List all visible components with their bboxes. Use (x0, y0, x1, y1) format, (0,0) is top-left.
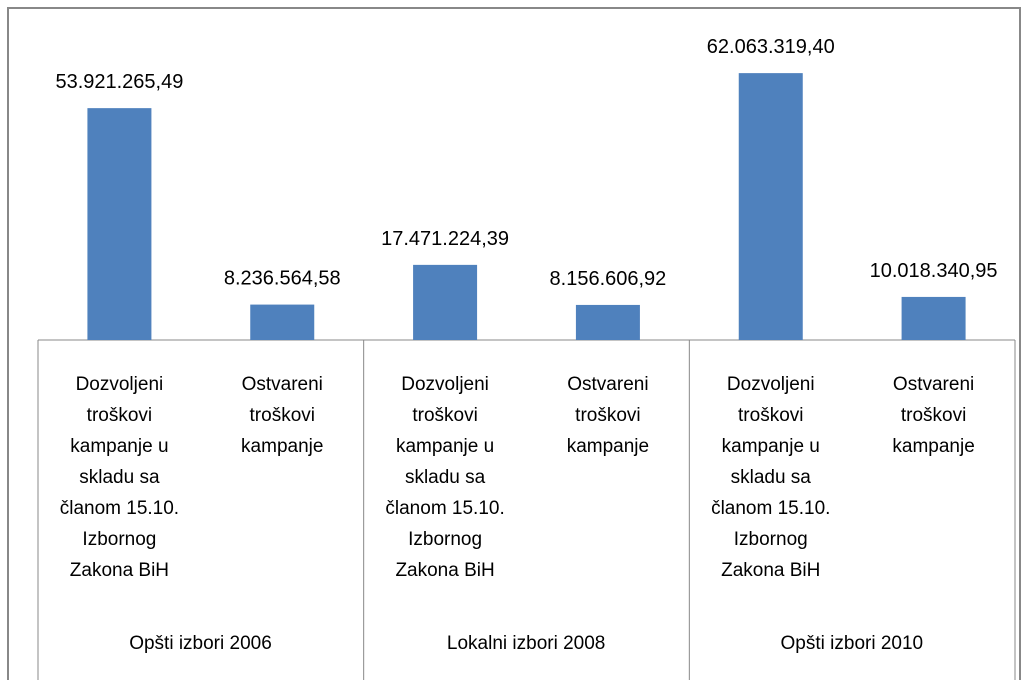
data-label: 8.156.606,92 (550, 268, 667, 290)
bar (738, 73, 803, 341)
data-label: 17.471.224,39 (381, 228, 509, 250)
x-tick-label: Ostvareni troškovi kampanje (892, 374, 975, 457)
group-label: Opšti izbori 2010 (780, 633, 924, 654)
bar (575, 304, 640, 340)
bar (87, 108, 152, 341)
x-tick-label: Dozvoljeni troškovi kampanje u skladu sa… (711, 374, 831, 581)
data-label: 10.018.340,95 (870, 260, 998, 282)
chart-border (7, 7, 1021, 680)
data-label: 53.921.265,49 (55, 71, 183, 93)
x-tick-label: Dozvoljeni troškovi kampanje u skladu sa… (59, 374, 180, 581)
group-label: Opšti izbori 2006 (129, 633, 272, 654)
data-label: 8.236.564,58 (224, 268, 341, 290)
x-tick-label: Dozvoljeni troškovi kampanje u skladu sa… (385, 374, 505, 581)
bar (250, 304, 315, 340)
bar (901, 296, 966, 340)
group-label: Lokalni izbori 2008 (446, 633, 606, 654)
x-tick-label: Ostvareni troškovi kampanje (241, 374, 324, 457)
data-label: 62.063.319,40 (707, 36, 835, 58)
x-tick-label: Ostvareni troškovi kampanje (566, 374, 650, 457)
bar (413, 264, 478, 340)
